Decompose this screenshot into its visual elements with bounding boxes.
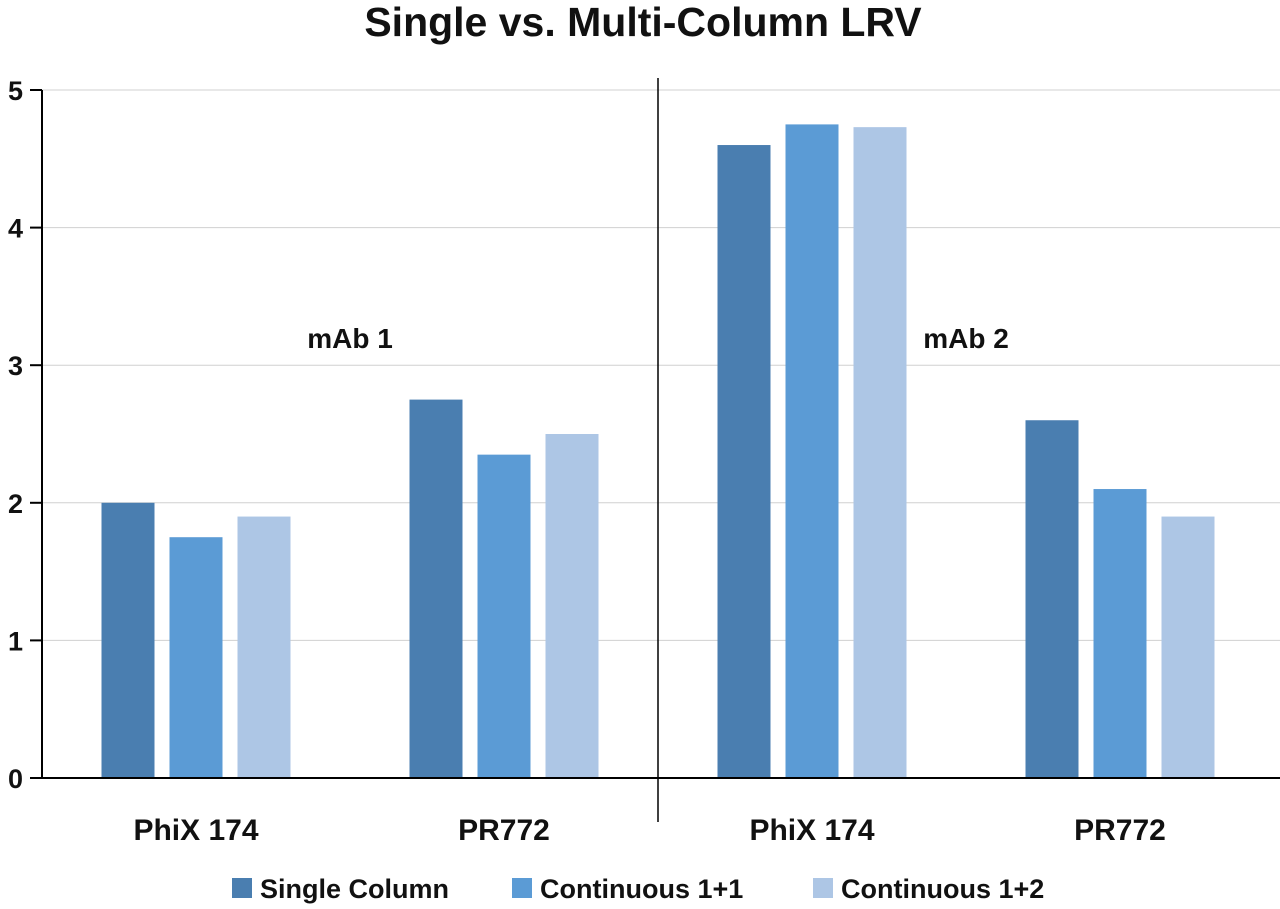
legend-swatch (813, 878, 833, 898)
chart-title: Single vs. Multi-Column LRV (364, 0, 922, 45)
legend: Single Column Continuous 1+1 Continuous 1+… (232, 874, 1044, 904)
axes (30, 78, 1280, 822)
bar (717, 145, 771, 779)
legend-label: Continuous 1+1 (540, 874, 743, 904)
x-tick-label: PR772 (458, 814, 550, 847)
legend-swatch (232, 878, 252, 898)
legend-label: Single Column (260, 874, 449, 904)
y-tick-label: 1 (8, 626, 23, 656)
x-tick-label: PR772 (1074, 814, 1166, 847)
bar (101, 502, 155, 778)
bar (545, 434, 599, 778)
bar (477, 454, 531, 778)
legend-label: Continuous 1+2 (841, 874, 1044, 904)
group-label: mAb 1 (307, 323, 393, 354)
bar (1093, 489, 1147, 778)
bars (101, 124, 1215, 779)
bar (409, 399, 463, 778)
x-tick-label: PhiX 174 (749, 814, 874, 847)
y-tick-label: 5 (8, 76, 23, 106)
bar (1161, 516, 1215, 778)
legend-swatch (512, 878, 532, 898)
bar (169, 537, 223, 778)
y-tick-label: 2 (8, 489, 23, 519)
bar (237, 516, 291, 778)
labels: 0 1 2 3 4 5 PhiX 174 PR772 PhiX 174 PR772 mAb 1 mAb… (8, 76, 1166, 847)
group-label: mAb 2 (923, 323, 1009, 354)
bar (785, 124, 839, 778)
bar (853, 127, 907, 779)
y-tick-label: 4 (8, 214, 23, 244)
y-tick-label: 3 (8, 351, 23, 381)
bar (1025, 420, 1079, 778)
x-tick-label: PhiX 174 (133, 814, 258, 847)
y-tick-label: 0 (8, 764, 23, 794)
